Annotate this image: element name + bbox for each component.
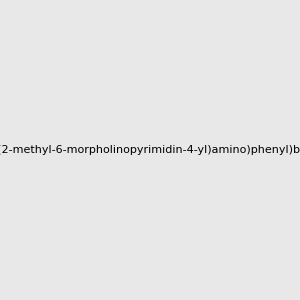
Text: 3,4-dimethyl-N-(4-((2-methyl-6-morpholinopyrimidin-4-yl)amino)phenyl)benzenesulf: 3,4-dimethyl-N-(4-((2-methyl-6-morpholin… <box>0 145 300 155</box>
